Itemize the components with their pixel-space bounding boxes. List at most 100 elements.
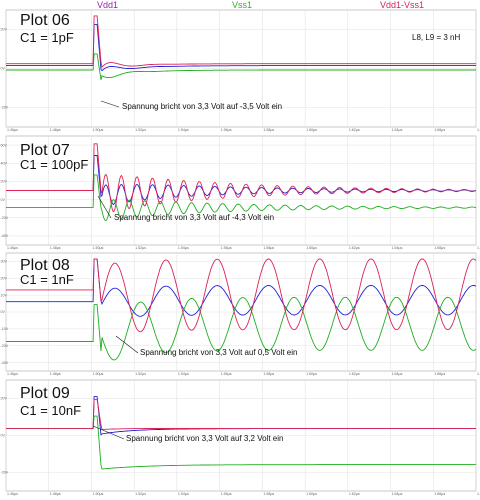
x-tick-label: 1.48µs: [50, 128, 61, 132]
y-tick-label: -20V: [1, 216, 9, 220]
series-line-vdd: [6, 24, 476, 72]
series-line-diff: [6, 15, 476, 69]
annotation-text: Spannung bricht von 3,3 Volt auf 0,5 Vol…: [140, 348, 297, 357]
x-tick-label: 1.48µs: [50, 372, 61, 376]
plot-subtitle: C1 = 100pF: [20, 157, 88, 172]
x-tick-label: 1.64µs: [392, 246, 403, 250]
plot-title: Plot 06: [20, 12, 70, 29]
y-tick-label: 20V: [1, 28, 8, 32]
y-tick-label: 0V: [1, 67, 6, 71]
x-tick-label: 1.52µs: [135, 492, 146, 496]
x-tick-label: 1.60µs: [306, 128, 317, 132]
y-tick-label: 30V: [1, 260, 8, 264]
annotation-arrow: [100, 100, 120, 108]
x-tick-label: 1.52µs: [135, 128, 146, 132]
x-tick-label: 1.50µs: [92, 246, 103, 250]
x-tick-label: 1.68µs: [477, 246, 480, 250]
annotation-text: Spannung bricht von 3,3 Volt auf -3,5 Vo…: [122, 102, 282, 111]
x-tick-label: 1.54µs: [178, 372, 189, 376]
y-tick-label: -20V: [1, 471, 9, 475]
series-line-vss: [6, 296, 477, 361]
series-line-vss: [6, 53, 476, 81]
x-tick-label: 1.46µs: [7, 372, 18, 376]
x-tick-label: 1.62µs: [349, 128, 360, 132]
x-tick-label: 1.52µs: [135, 246, 146, 250]
x-tick-label: 1.48µs: [50, 246, 61, 250]
plot-panel: 1.46µs 1.48µs 1.50µs 1.52µs 1.54µs 1.56µs 1.58…: [1, 252, 480, 376]
x-tick-label: 1.58µs: [263, 246, 274, 250]
plot-title: Plot 08: [20, 257, 70, 274]
y-tick-label: -30V: [1, 361, 9, 365]
series-line-diff: [6, 258, 477, 333]
x-tick-label: 1.46µs: [7, 246, 18, 250]
y-tick-label: 20V: [1, 397, 8, 401]
annotation-text: Spannung bricht von 3,3 Volt auf 3,2 Vol…: [126, 434, 283, 443]
x-tick-label: 1.58µs: [263, 492, 274, 496]
x-tick-label: 1.54µs: [178, 492, 189, 496]
annotation-arrow: [92, 425, 125, 440]
legend-vss1: Vss1: [232, 0, 252, 10]
x-tick-label: 1.68µs: [477, 492, 480, 496]
y-tick-label: -10V: [1, 327, 9, 331]
series-line-diff: [6, 398, 476, 430]
plot-panel: 1.46µs 1.48µs 1.50µs 1.52µs 1.54µs 1.56µs 1.58…: [1, 9, 480, 132]
x-tick-label: 1.68µs: [477, 372, 480, 376]
x-tick-label: 1.68µs: [477, 128, 480, 132]
plot-panel: 1.46µs 1.48µs 1.50µs 1.52µs 1.54µs 1.56µs 1.58…: [1, 379, 480, 496]
x-tick-label: 1.62µs: [349, 246, 360, 250]
x-tick-label: 1.54µs: [178, 128, 189, 132]
plot-panel: 1.46µs 1.48µs 1.50µs 1.52µs 1.54µs 1.56µs 1.58…: [1, 135, 480, 250]
series-line-vdd: [6, 258, 477, 317]
x-tick-label: 1.60µs: [306, 492, 317, 496]
plot-subtitle: C1 = 10nF: [20, 403, 81, 418]
x-tick-label: 1.56µs: [221, 128, 232, 132]
y-tick-label: 20V: [1, 180, 8, 184]
y-tick-label: -40V: [1, 234, 9, 238]
x-tick-label: 1.66µs: [434, 372, 445, 376]
annotation-text: Spannung bricht von 3,3 Volt auf -4,3 Vo…: [114, 213, 274, 222]
top-note: L8, L9 = 3 nH: [412, 33, 460, 42]
y-tick-label: 40V: [1, 161, 8, 165]
plot-subtitle: C1 = 1pF: [20, 30, 74, 45]
x-tick-label: 1.58µs: [263, 128, 274, 132]
legend-vdd1-vss1: Vdd1-Vss1: [380, 0, 424, 10]
series-line-vss: [6, 174, 477, 222]
x-tick-label: 1.64µs: [392, 372, 403, 376]
y-tick-label: -20V: [1, 106, 9, 110]
y-tick-label: 0V: [1, 310, 6, 314]
x-tick-label: 1.54µs: [178, 246, 189, 250]
x-tick-label: 1.48µs: [50, 492, 61, 496]
x-tick-label: 1.50µs: [92, 128, 103, 132]
legend-vdd1: Vdd1: [97, 0, 118, 10]
annotation-arrow: [115, 335, 139, 354]
x-tick-label: 1.56µs: [221, 372, 232, 376]
x-tick-label: 1.52µs: [135, 372, 146, 376]
y-tick-label: -20V: [1, 344, 9, 348]
plot-title: Plot 09: [20, 385, 70, 402]
x-tick-label: 1.50µs: [92, 372, 103, 376]
x-tick-label: 1.58µs: [263, 372, 274, 376]
x-tick-label: 1.60µs: [306, 246, 317, 250]
x-tick-label: 1.50µs: [92, 492, 103, 496]
x-tick-label: 1.60µs: [306, 372, 317, 376]
y-tick-label: 0V: [1, 198, 6, 202]
x-tick-label: 1.46µs: [7, 128, 18, 132]
x-tick-label: 1.56µs: [221, 246, 232, 250]
x-tick-label: 1.64µs: [392, 128, 403, 132]
plot-subtitle: C1 = 1nF: [20, 272, 74, 287]
x-tick-label: 1.66µs: [434, 246, 445, 250]
x-tick-label: 1.66µs: [434, 492, 445, 496]
plot-title: Plot 07: [20, 142, 70, 159]
x-tick-label: 1.62µs: [349, 492, 360, 496]
x-tick-label: 1.64µs: [392, 492, 403, 496]
y-tick-label: 10V: [1, 293, 8, 297]
y-tick-label: 0V: [1, 434, 6, 438]
x-tick-label: 1.66µs: [434, 128, 445, 132]
annotation-arrow: [97, 195, 112, 219]
y-tick-label: 60V: [1, 143, 8, 147]
series-line-diff: [6, 143, 477, 213]
x-tick-label: 1.56µs: [221, 492, 232, 496]
x-tick-label: 1.62µs: [349, 372, 360, 376]
legend: Vdd1 Vss1 Vdd1-Vss1: [97, 0, 424, 10]
